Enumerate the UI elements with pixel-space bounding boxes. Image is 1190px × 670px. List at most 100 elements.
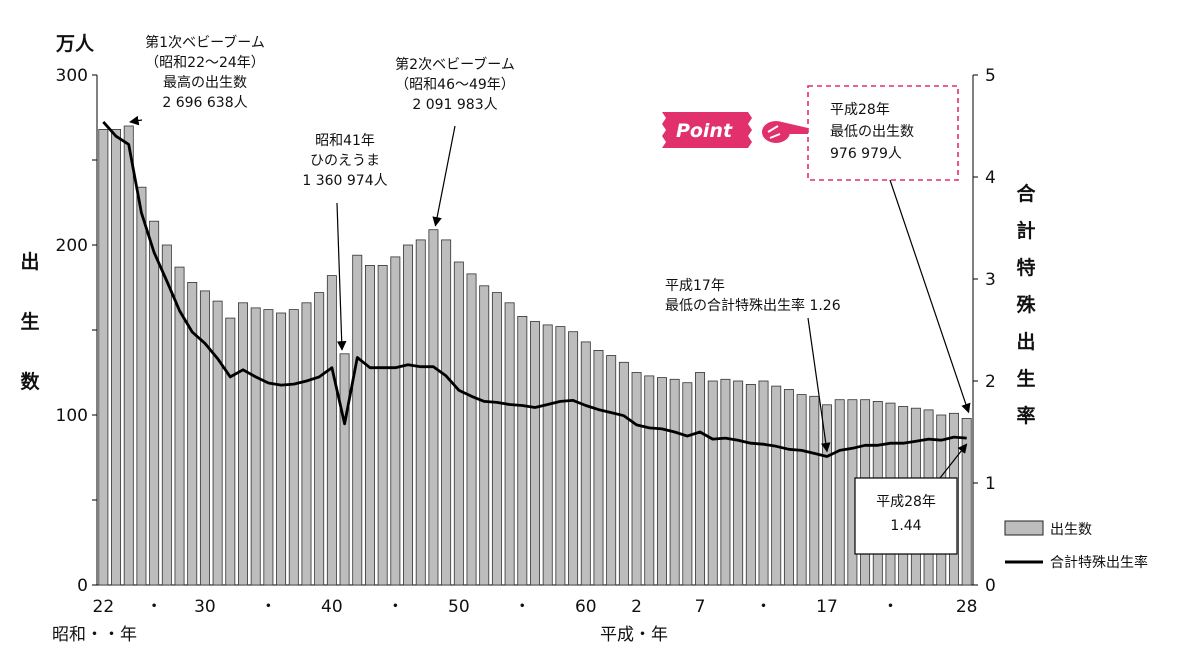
x-tick-label: 7 [695,597,706,617]
annotation-heisei28-lowest-births: 平成28年 [830,102,890,118]
point-badge-shape [662,112,752,148]
bar-births [250,307,261,586]
bar-births [656,377,667,586]
annotation-baby-boom-2: 2 091 983人 [412,97,497,113]
bar-births [479,285,490,586]
bar-births [517,315,528,586]
bar-births [364,264,375,586]
annotation-baby-boom-2: （昭和46～49年） [395,77,515,93]
bar-births [276,312,287,586]
right-axis-label: 合計特殊出生率 [1016,182,1036,427]
x-tick-label: 17 [816,597,838,617]
bar-births [530,321,540,586]
bar-births [606,355,617,586]
bar-births [136,186,147,586]
line-series-fertility-rate [102,120,967,458]
bar-births [453,261,464,586]
bar-births [238,302,248,586]
bar-births [339,353,350,586]
bar-births [352,254,363,586]
right-tick-label: 5 [985,66,996,86]
bar-births [542,324,553,586]
legend-label-rate: 合計特殊出生率 [1050,554,1148,571]
annotation-heisei28-lowest-births: 最低の出生数 [830,124,914,140]
arrow-heisei28-rate [939,443,968,479]
bar-births [568,331,579,586]
bar-births [326,275,337,586]
annotation-baby-boom-1: 第1次ベビーブーム [145,34,265,51]
bar-births [618,361,629,586]
point-badge-text: Point [676,120,733,142]
bar-births [98,128,109,586]
bar-births [403,244,414,586]
bar-births [123,125,134,586]
annotation-baby-boom-1: 2 696 638人 [162,95,247,111]
annotation-box-heisei28-rate [854,477,958,555]
annotations: 第1次ベビーブーム （昭和22～24年） 最高の出生数 2 696 638人昭和41年… [129,34,971,555]
legend: 出生数 合計特殊出生率 [1004,520,1148,571]
bar-births [288,309,299,586]
bar-births [783,389,794,586]
point-badge: Point [662,112,808,148]
left-tick-label: 100 [56,406,88,426]
bar-births [441,239,452,586]
bar-births [682,382,693,586]
left-tick-label: 200 [56,236,88,256]
bar-births [504,302,515,586]
left-axis-label: 出生数 [20,250,40,393]
bar-births [187,281,198,586]
left-tick-label: 300 [56,66,88,86]
bar-births [707,380,718,586]
x-tick-label: 2 [631,597,642,617]
right-tick-label: 4 [985,168,996,188]
bar-births [174,266,185,586]
annotation-box-heisei28-births [807,85,959,181]
pointing-hand-icon [762,121,808,143]
arrow-baby-boom-2 [432,125,456,227]
legend-label-births: 出生数 [1050,522,1092,538]
right-tick-label: 3 [985,270,996,290]
x-tick-label: 50 [448,597,470,617]
bar-births [809,395,820,586]
bar-births [415,239,426,586]
x-tick-label: ・ [514,597,531,617]
x-tick-label: 28 [956,597,978,617]
era-heisei-label: 平成・年 [600,625,668,645]
annotation-baby-boom-1: （昭和22～24年） [145,55,265,71]
bar-births [834,399,845,586]
bar-births [377,264,388,586]
annotation-hinoeuma: 昭和41年 [315,133,375,149]
x-tick-label: ・ [387,597,404,617]
arrow-heisei17 [807,317,831,453]
bar-births [314,292,325,586]
annotation-hinoeuma: ひのえうま [310,153,380,169]
bar-births [644,375,655,586]
bar-births [771,385,782,586]
bar-births [593,349,604,586]
bar-births [961,417,972,586]
x-tick-label: 60 [575,597,597,617]
bar-births [669,378,680,586]
annotation-baby-boom-2: 第2次ベビーブーム [395,56,515,73]
bar-births [796,394,807,586]
arrow-heisei28-births [889,179,971,414]
legend-swatch-births [1004,520,1044,536]
annotation-baby-boom-1: 最高の出生数 [163,74,247,91]
x-tick-label: ・ [755,597,772,617]
annotation-heisei17-lowest-rate: 平成17年 [665,278,725,294]
left-tick-label: 0 [77,576,88,596]
x-tick-label: 40 [321,597,343,617]
bar-births [555,326,566,586]
arrow-hinoeuma [336,202,347,351]
bar-births [631,372,642,586]
bar-births [225,317,236,586]
bar-births [263,309,274,586]
right-tick-label: 1 [985,474,996,494]
x-tick-label: 22 [93,597,115,617]
bar-births [466,273,477,586]
bar-births [428,229,439,586]
bar-births [212,300,223,586]
bar-births [758,380,769,586]
x-tick-label: ・ [882,597,899,617]
